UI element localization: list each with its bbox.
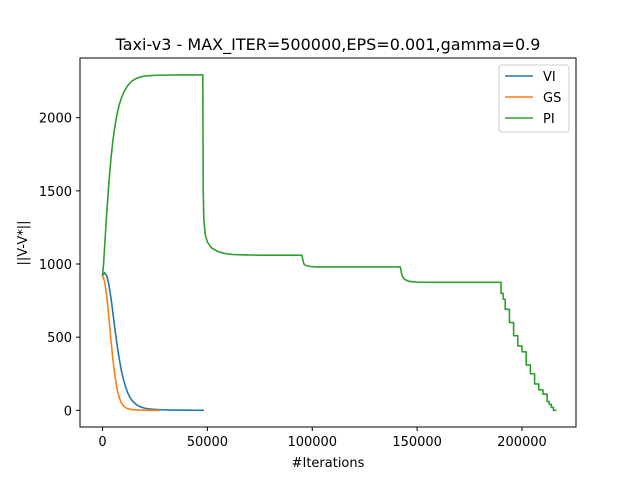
series-line-gs <box>101 274 160 412</box>
y-tick-label: 0 <box>64 404 72 419</box>
y-axis-label: ||V-V*|| <box>16 221 31 266</box>
legend-label-gs: GS <box>543 91 561 106</box>
legend: VI GS PI <box>498 64 570 133</box>
legend-label-pi: PI <box>543 112 555 127</box>
y-tick-label: 1500 <box>39 185 72 200</box>
legend-label-vi: VI <box>543 70 556 85</box>
series-line-pi <box>101 74 557 412</box>
x-tick-label: 200000 <box>497 435 547 450</box>
y-tick-label: 1000 <box>39 258 72 273</box>
series-line-vi <box>101 271 205 412</box>
x-tick-label: 0 <box>98 435 106 450</box>
x-axis: 0 50000 100000 150000 200000 <box>98 427 547 450</box>
plot-lines <box>101 74 557 412</box>
plot-frame <box>79 57 577 428</box>
y-tick-label: 2000 <box>39 112 72 127</box>
y-axis: 0 500 1000 1500 2000 <box>39 112 80 419</box>
x-axis-label: #Iterations <box>292 456 365 471</box>
x-tick-label: 100000 <box>287 435 337 450</box>
chart-title: Taxi-v3 - MAX_ITER=500000,EPS=0.001,gamm… <box>115 35 541 55</box>
x-tick-label: 50000 <box>187 435 228 450</box>
legend-box <box>498 64 570 133</box>
y-tick-label: 500 <box>47 331 72 346</box>
x-tick-label: 150000 <box>392 435 442 450</box>
